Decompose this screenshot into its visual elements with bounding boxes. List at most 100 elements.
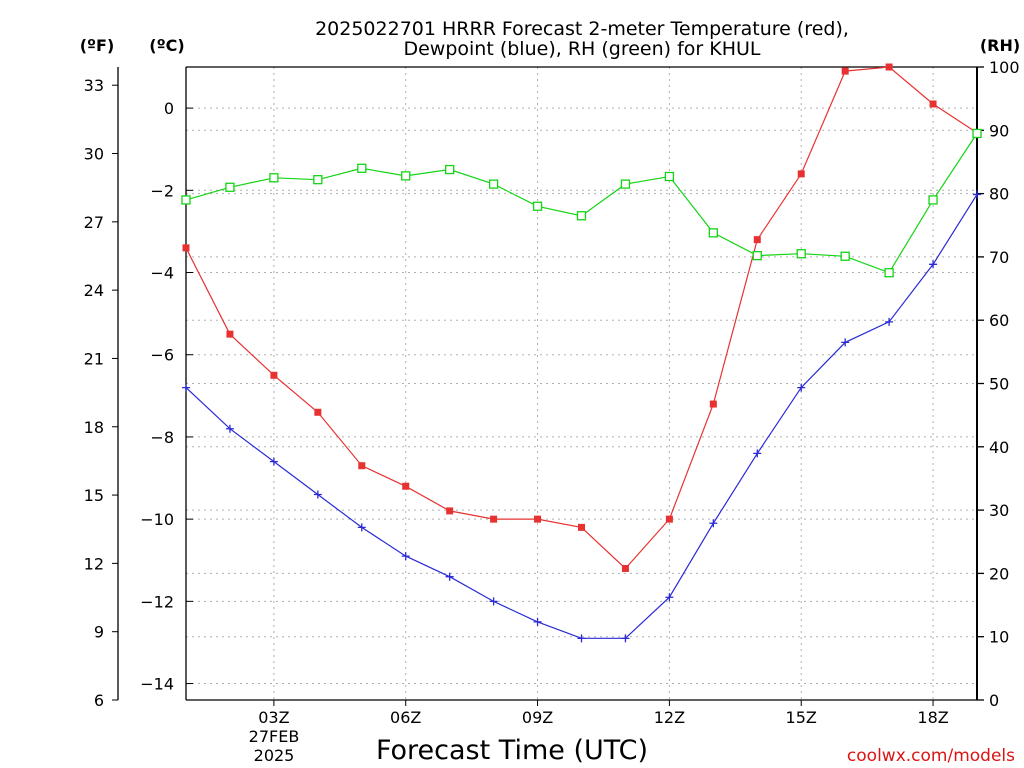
temperature-point xyxy=(490,515,498,523)
fahrenheit-tick-label: 6 xyxy=(94,691,104,710)
dewpoint-point xyxy=(753,449,762,458)
celsius-tick-label: −14 xyxy=(140,675,174,694)
x-tick-label: 15Z xyxy=(786,708,817,727)
temperature-point xyxy=(709,400,717,408)
fahrenheit-tick-label: 12 xyxy=(84,554,104,573)
dewpoint-point xyxy=(445,572,454,581)
rh-point xyxy=(225,182,235,192)
rh-tick-label: 20 xyxy=(989,564,1009,583)
rh-tick-label: 50 xyxy=(989,375,1009,394)
celsius-unit-label: (ºC) xyxy=(149,36,184,55)
temperature-point xyxy=(885,63,893,71)
rh-line xyxy=(185,133,978,274)
rh-point xyxy=(532,201,543,211)
rh-point xyxy=(928,195,938,205)
date-label-year: 2025 xyxy=(254,746,295,765)
dewpoint-point xyxy=(709,519,718,528)
temperature-point xyxy=(402,482,410,490)
temperature-point xyxy=(314,408,322,416)
rh-point xyxy=(269,173,279,183)
fahrenheit-unit-label: (ºF) xyxy=(80,36,115,55)
rh-point xyxy=(884,268,894,278)
fahrenheit-tick-label: 18 xyxy=(84,418,104,437)
rh-point xyxy=(401,171,411,181)
rh-tick-label: 80 xyxy=(989,185,1009,204)
rh-tick-label: 0 xyxy=(989,691,999,710)
x-tick-label: 12Z xyxy=(654,708,685,727)
temperature-point xyxy=(358,462,366,470)
fahrenheit-tick-label: 9 xyxy=(94,623,104,642)
celsius-tick-label: 0 xyxy=(164,99,174,118)
fahrenheit-tick-label: 21 xyxy=(84,349,104,368)
dewpoint-point xyxy=(489,597,498,606)
rh-point xyxy=(752,250,762,261)
rh-point xyxy=(357,163,367,173)
rh-point xyxy=(313,175,323,185)
dewpoint-point xyxy=(269,457,278,466)
rh-tick-label: 30 xyxy=(989,501,1009,520)
fahrenheit-tick-label: 15 xyxy=(84,486,104,505)
x-tick-label: 06Z xyxy=(390,708,421,727)
celsius-tick-label: −6 xyxy=(150,346,174,365)
temperature-point xyxy=(621,564,629,572)
temperature-point xyxy=(841,67,849,75)
x-axis-title: Forecast Time (UTC) xyxy=(376,735,648,766)
dewpoint-point xyxy=(182,383,190,392)
dewpoint-point xyxy=(401,552,410,561)
credit-text: coolwx.com/models xyxy=(847,746,1015,766)
rh-point xyxy=(708,228,718,238)
dewpoint-point xyxy=(313,490,322,499)
dewpoint-point xyxy=(973,190,981,199)
grid xyxy=(186,67,977,700)
temperature-point xyxy=(182,244,190,252)
temperature-point xyxy=(578,523,585,531)
rh-point xyxy=(972,128,982,139)
fahrenheit-tick-label: 24 xyxy=(84,281,104,300)
rh-point xyxy=(796,249,806,259)
temperature-line xyxy=(185,66,978,570)
celsius-tick-label: −2 xyxy=(150,181,174,200)
x-tick-label: 09Z xyxy=(522,708,553,727)
series xyxy=(181,63,982,643)
chart-title-line2: Dewpoint (blue), RH (green) for KHUL xyxy=(403,38,760,60)
temperature-point xyxy=(929,100,937,108)
celsius-tick-label: −8 xyxy=(150,428,174,447)
x-tick-label: 18Z xyxy=(917,708,948,727)
rh-tick-label: 60 xyxy=(989,311,1009,330)
rh-point xyxy=(445,164,455,175)
celsius-tick-label: −12 xyxy=(140,592,174,611)
tick-labels: 03Z 06Z 09Z 12Z 15Z 18Z 0 −2 −4 −6 −8 −10 −12 −14 0 10 2… xyxy=(84,58,1020,727)
rh-tick-label: 10 xyxy=(989,628,1009,647)
date-label-day: 27FEB xyxy=(249,727,300,746)
celsius-tick-label: −10 xyxy=(140,510,174,529)
x-tick-label: 03Z xyxy=(258,708,289,727)
rh-point xyxy=(840,251,850,261)
chart-title-line1: 2025022701 HRRR Forecast 2-meter Tempera… xyxy=(315,18,849,40)
rh-point xyxy=(576,211,587,221)
temperature-point xyxy=(665,515,673,523)
rh-point xyxy=(181,195,191,205)
rh-tick-label: 100 xyxy=(989,58,1020,77)
dewpoint-point xyxy=(225,424,234,433)
rh-tick-label: 90 xyxy=(989,121,1009,140)
fahrenheit-tick-label: 30 xyxy=(84,145,104,164)
dewpoint-point xyxy=(885,317,894,326)
dewpoint-point xyxy=(665,593,674,602)
rh-point xyxy=(664,171,675,182)
temperature-point xyxy=(270,371,278,379)
dewpoint-point xyxy=(621,634,630,643)
rh-tick-label: 40 xyxy=(989,438,1009,457)
rh-unit-label: (RH) xyxy=(980,36,1020,55)
fahrenheit-tick-label: 33 xyxy=(84,76,104,95)
temperature-point xyxy=(446,507,454,515)
rh-tick-label: 70 xyxy=(989,248,1009,267)
fahrenheit-tick-label: 27 xyxy=(84,213,104,232)
dewpoint-point xyxy=(929,260,938,269)
axes xyxy=(117,66,978,701)
rh-point xyxy=(488,179,499,189)
dewpoint-point xyxy=(797,383,806,392)
celsius-tick-label: −4 xyxy=(150,264,174,283)
temperature-point xyxy=(753,236,761,244)
temperature-point xyxy=(797,170,805,178)
